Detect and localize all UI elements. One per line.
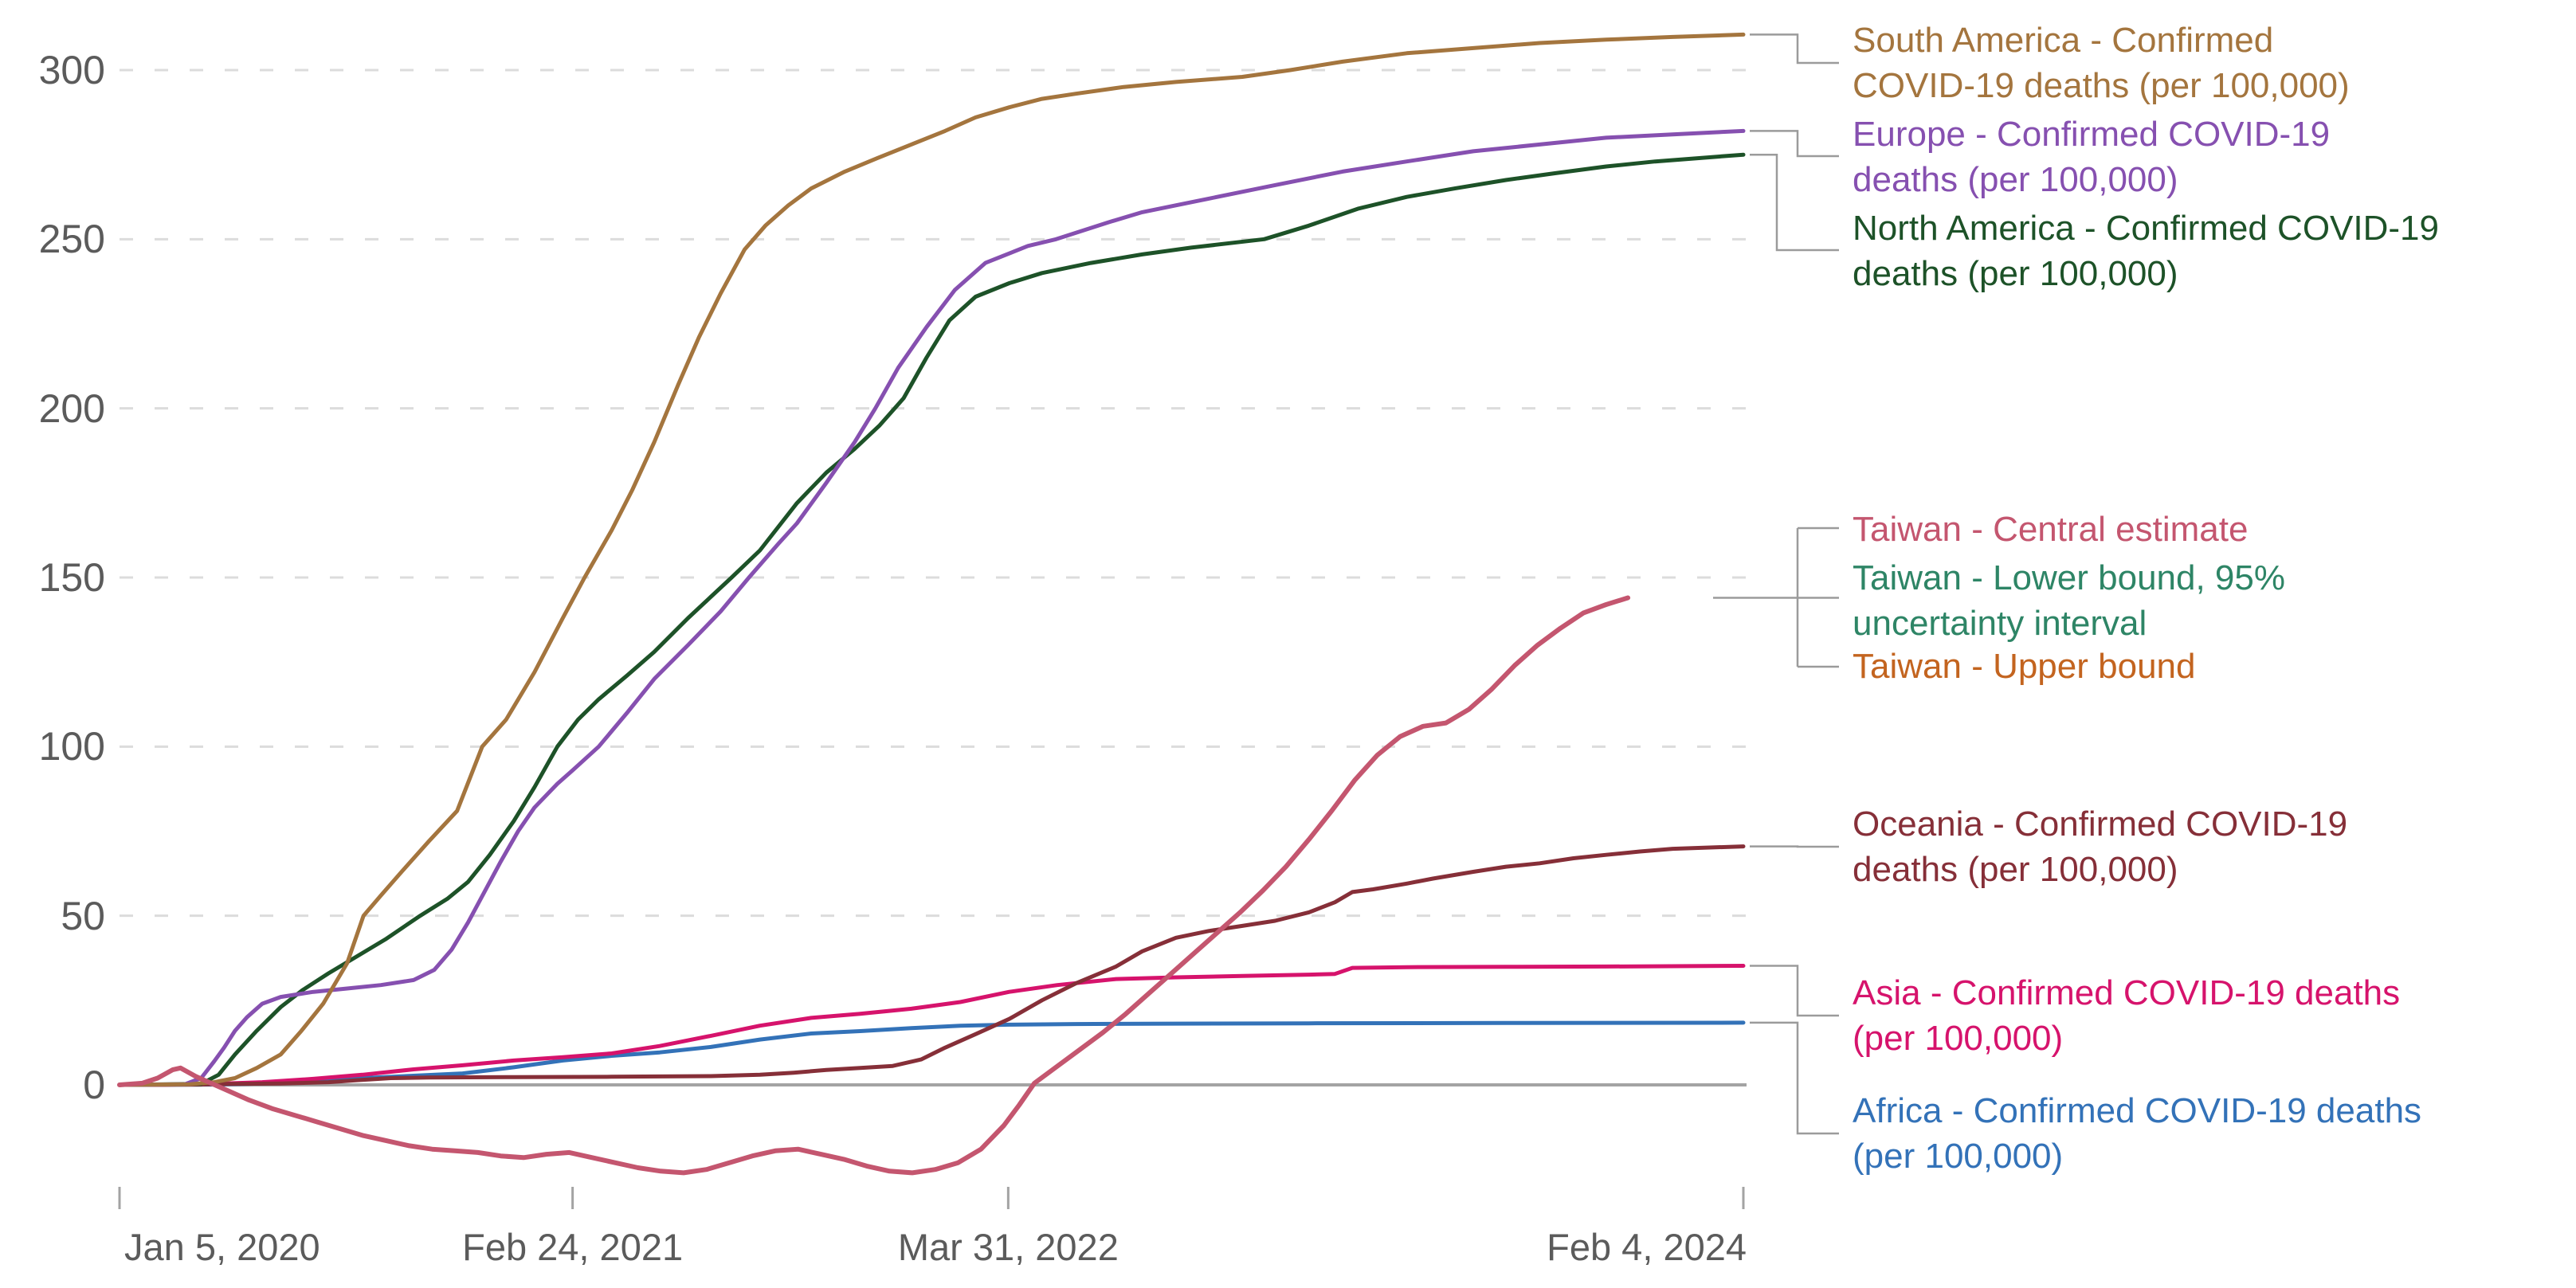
legend-label-line: COVID-19 deaths (per 100,000) — [1853, 66, 2350, 105]
legend-label-line: Taiwan - Central estimate — [1853, 510, 2249, 549]
y-axis-tick-label: 250 — [38, 217, 105, 262]
legend-label-line: deaths (per 100,000) — [1853, 850, 2178, 889]
legend-label-line: (per 100,000) — [1853, 1019, 2064, 1058]
y-axis-tick-label: 100 — [38, 724, 105, 769]
series-line-south_america[interactable] — [117, 32, 1746, 1087]
legend-item-africa[interactable]: Africa - Confirmed COVID-19 deaths (per … — [1853, 1088, 2421, 1179]
y-axis-tick-label: 150 — [38, 554, 105, 600]
legend-connector-south_america — [1750, 33, 1839, 65]
legend-label-line: Taiwan - Lower bound, 95% — [1853, 558, 2285, 597]
legend-label-line: Europe - Confirmed COVID-19 — [1853, 115, 2331, 154]
series-line-taiwan_central[interactable] — [117, 595, 1631, 1176]
y-axis-tick-label: 50 — [61, 893, 105, 938]
legend-connector-north_america — [1750, 153, 1839, 252]
legend-label-line: South America - Confirmed — [1853, 21, 2274, 60]
legend-item-europe[interactable]: Europe - Confirmed COVID-19 deaths (per … — [1853, 112, 2330, 202]
x-axis-tick-label: Mar 31, 2022 — [897, 1226, 1119, 1268]
legend-connector-asia — [1750, 965, 1839, 1017]
legend-connector-africa — [1750, 1021, 1839, 1135]
legend-label-line: Africa - Confirmed COVID-19 deaths — [1853, 1091, 2422, 1130]
legend-label-line: North America - Confirmed COVID-19 — [1853, 209, 2439, 248]
series-line-north_america[interactable] — [117, 152, 1746, 1087]
legend-label-line: Asia - Confirmed COVID-19 deaths — [1853, 973, 2401, 1012]
legend-label-line: Taiwan - Upper bound — [1853, 647, 2196, 686]
legend-label-line: uncertainty interval — [1853, 604, 2147, 643]
legend-label-line: (per 100,000) — [1853, 1137, 2064, 1176]
legend-item-taiwan-lower[interactable]: Taiwan - Lower bound, 95% uncertainty in… — [1853, 555, 2285, 646]
y-axis-tick-label: 200 — [38, 386, 105, 431]
legend-item-taiwan-central[interactable]: Taiwan - Central estimate — [1853, 507, 2248, 552]
legend-item-oceania[interactable]: Oceania - Confirmed COVID-19 deaths (per… — [1853, 801, 2347, 892]
legend-connector-taiwan-bracket — [1713, 527, 1839, 668]
series-line-europe[interactable] — [117, 128, 1746, 1087]
x-axis-tick-label: Feb 24, 2021 — [462, 1226, 684, 1268]
legend-label-line: deaths (per 100,000) — [1853, 160, 2178, 199]
legend-label-line: deaths (per 100,000) — [1853, 254, 2178, 293]
series-line-oceania[interactable] — [117, 844, 1746, 1087]
legend-item-taiwan-upper[interactable]: Taiwan - Upper bound — [1853, 644, 2195, 689]
series-line-asia[interactable] — [117, 964, 1746, 1087]
x-axis-tick-label: Jan 5, 2020 — [124, 1226, 320, 1268]
legend-connector-europe — [1750, 130, 1839, 158]
legend-item-south-america[interactable]: South America - Confirmed COVID-19 death… — [1853, 18, 2350, 108]
legend-item-north-america[interactable]: North America - Confirmed COVID-19 death… — [1853, 206, 2439, 296]
x-axis-tick-label: Feb 4, 2024 — [1547, 1226, 1747, 1268]
legend-item-asia[interactable]: Asia - Confirmed COVID-19 deaths (per 10… — [1853, 970, 2400, 1061]
y-axis-tick-label: 0 — [83, 1063, 105, 1107]
legend-label-line: Oceania - Confirmed COVID-19 — [1853, 805, 2348, 844]
y-axis-tick-label: 300 — [38, 47, 105, 92]
